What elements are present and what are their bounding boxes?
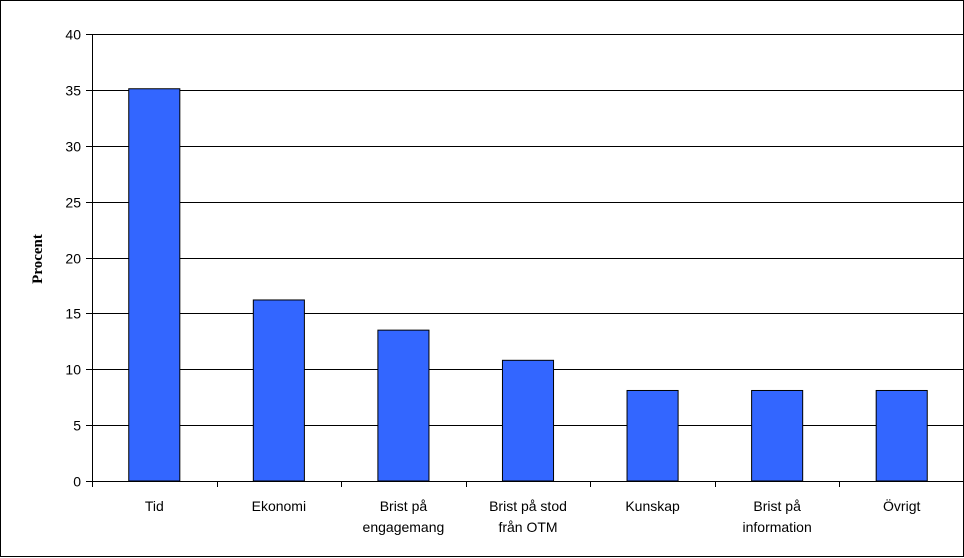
bars: [128, 88, 928, 482]
x-tick-label: Ekonomi: [252, 498, 306, 514]
x-tick-label: från OTM: [498, 519, 557, 535]
bar: [501, 359, 555, 482]
x-tick-label: Brist på: [753, 498, 801, 514]
y-tick-label: 25: [65, 195, 81, 211]
axes: [86, 34, 964, 487]
x-tick-label: information: [743, 519, 812, 535]
y-tick-label: 15: [65, 306, 81, 322]
bar: [875, 389, 928, 482]
x-tick-label: Kunskap: [625, 498, 680, 514]
labels: 0 5 10 15 20 25 30 35 40 Tid Ekonomi Brist på engage…: [65, 27, 920, 536]
x-tick-label: Övrigt: [883, 497, 920, 514]
bar: [626, 389, 679, 482]
y-tick-label: 40: [65, 27, 81, 43]
y-tick-label: 5: [73, 418, 81, 434]
y-tick-label: 0: [73, 474, 81, 490]
y-axis-title: Procent: [30, 234, 46, 284]
y-tick-label: 20: [65, 251, 81, 267]
y-tick-label: 30: [65, 139, 81, 155]
y-tick-label: 10: [65, 362, 81, 378]
bar: [377, 329, 430, 482]
y-tick-label: 35: [65, 83, 81, 99]
x-tick-label: Brist på stod: [489, 498, 567, 514]
bar: [252, 299, 305, 482]
x-tick-label: Tid: [145, 498, 164, 514]
bar: [128, 88, 181, 482]
gridlines: [92, 34, 964, 426]
x-tick-label: Brist på: [380, 498, 428, 514]
x-tick-label: engagemang: [363, 519, 445, 535]
bar: [751, 389, 804, 482]
